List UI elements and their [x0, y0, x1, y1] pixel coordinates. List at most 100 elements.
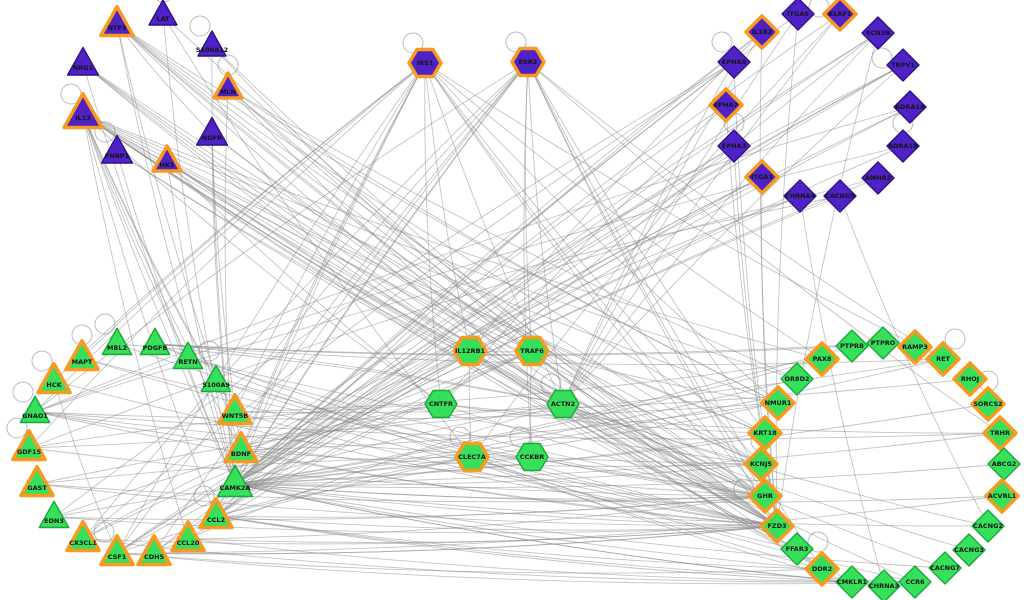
edge-CSF1-CCR6 [116, 552, 916, 585]
node-EPHA3[interactable]: EPHA3 [717, 129, 751, 163]
node-CACNG7[interactable]: CACNG7 [928, 551, 962, 585]
edge-CHRNA4-BDNF [240, 195, 801, 451]
self-loop-CX3CL1 [93, 521, 115, 543]
node-ABCG2[interactable]: ABCG2 [987, 447, 1021, 481]
edge-IL12RB1-FFAR3 [469, 350, 798, 550]
edge-TRPV1-BDNF [240, 64, 904, 451]
node-CCR6[interactable]: CCR6 [898, 565, 932, 599]
node-NGFR[interactable]: NGFR [195, 116, 229, 146]
node-AMHR2[interactable]: AMHR2 [861, 161, 895, 195]
node-ITGA3[interactable]: ITGA3 [744, 159, 780, 195]
node-IL13[interactable]: IL13 [62, 92, 104, 130]
node-NTF3[interactable]: NTF3 [99, 5, 135, 38]
node-shape-diamond [952, 533, 986, 567]
edge-IRS1-RET [424, 62, 944, 360]
edge-EPHA7-CAMK2A [234, 104, 727, 485]
node-GAST[interactable]: GAST [19, 465, 55, 498]
edge-EPHA8-ACTN2 [562, 61, 735, 405]
node-CMKLR1[interactable]: CMKLR1 [835, 565, 869, 599]
edge-S100A9-FZD3 [215, 380, 778, 527]
edge-ESR2-CCKBR [523, 61, 533, 458]
edge-SCN3B-CNTFR [440, 32, 879, 405]
node-NRG1[interactable]: NRG1 [66, 46, 100, 76]
edge-ITGA8-FZD3 [775, 13, 799, 527]
node-OR8D2[interactable]: OR8D2 [780, 362, 814, 396]
node-CNTFR[interactable]: CNTFR [424, 389, 458, 419]
node-CCKBR[interactable]: CCKBR [515, 442, 549, 472]
node-ACVRL1[interactable]: ACVRL1 [984, 478, 1020, 514]
edge-EDN3-GHR [53, 495, 766, 521]
edge-ESR2-CDH5 [153, 61, 529, 554]
node-CACNG2[interactable]: CACNG2 [971, 509, 1005, 543]
edge-CCL20-GHR [187, 495, 766, 540]
node-ACTN2[interactable]: ACTN2 [546, 389, 580, 419]
edge-ACTN2-CDH5 [153, 403, 564, 554]
node-EPHA8[interactable]: EPHA8 [717, 45, 751, 79]
node-CLEC7A[interactable]: CLEC7A [454, 441, 490, 473]
self-loop-FNBP1 [94, 121, 116, 143]
node-ADRA1A[interactable]: ADRA1A [893, 90, 927, 124]
edge-CACNG5-CAMK2A [234, 195, 841, 485]
node-TRHR[interactable]: TRHR [982, 415, 1018, 451]
node-PDGFB[interactable]: PDGFB [139, 327, 171, 356]
node-MLN[interactable]: MLN [212, 71, 244, 100]
node-SORCS2[interactable]: SORCS2 [970, 386, 1006, 422]
node-shape-diamond [823, 179, 857, 213]
edge-CAMK2A-KCNJ5 [234, 463, 762, 486]
self-loop-HCK [31, 350, 53, 372]
edge-ACTN2-PDGFB [154, 343, 564, 405]
node-IRS1[interactable]: IRS1 [407, 47, 443, 79]
edge-S100A9-GHR [215, 380, 766, 497]
node-shape-hex [515, 442, 549, 472]
edge-ADRA1A-CCL2 [215, 106, 911, 517]
edge-FNBP1-ACTN2 [116, 151, 564, 405]
edge-ACTN2-KCNJ5 [562, 403, 762, 465]
node-S100A12[interactable]: S100A12 [196, 30, 228, 57]
edge-AMHR2-GDF15 [28, 177, 879, 449]
node-RHOJ[interactable]: RHOJ [952, 361, 988, 397]
edge-CLEC7A-CSF1 [116, 456, 473, 554]
node-shape-diamond [867, 569, 901, 600]
node-LAT[interactable]: LAT [148, 0, 178, 26]
edge-TRAF6-CSF1 [116, 350, 533, 554]
node-CACNG3[interactable]: CACNG3 [952, 533, 986, 567]
node-CDH5[interactable]: CDH5 [136, 534, 172, 567]
node-shape-triangle [217, 393, 253, 426]
node-shape-triangle [198, 497, 234, 530]
edge-ESR2-BDNF [240, 61, 529, 451]
edge-ESR2-TRHR [527, 61, 1001, 434]
node-shape-diamond [717, 45, 751, 79]
edge-EPHA8-CX3CL1 [82, 61, 735, 540]
node-CHRNA4[interactable]: CHRNA4 [783, 179, 817, 213]
node-shape-diamond [861, 16, 895, 50]
node-GNAO1[interactable]: GNAO1 [19, 395, 51, 424]
edge-GAST-GHR [36, 483, 766, 503]
node-shape-diamond [886, 129, 920, 163]
node-EDN3[interactable]: EDN3 [38, 500, 70, 529]
node-shape-triangle [148, 0, 178, 26]
node-TRAF6[interactable]: TRAF6 [514, 335, 550, 367]
edge-CACNG5-CACNG2 [839, 195, 989, 527]
node-shape-triangle [195, 116, 229, 146]
node-EPHA7[interactable]: EPHA7 [708, 87, 744, 123]
node-shape-triangle [136, 534, 172, 567]
edge-IL13-DDR2 [82, 113, 823, 570]
node-ESR2[interactable]: ESR2 [510, 46, 546, 78]
edge-IRS1-HCK [53, 62, 426, 382]
node-IL12RB1[interactable]: IL12RB1 [452, 335, 488, 367]
node-PTPRO[interactable]: PTPRO [866, 326, 900, 360]
node-TRPV1[interactable]: TRPV1 [886, 48, 920, 82]
node-shape-triangle [197, 30, 227, 57]
node-CHRNA3[interactable]: CHRNA3 [867, 569, 901, 600]
edge-ACTN2-GHR [562, 403, 766, 497]
node-shape-hex [407, 47, 443, 79]
edge-EDN3-FZD3 [53, 516, 778, 534]
node-shape-diamond [861, 161, 895, 195]
node-shape-triangle [101, 327, 133, 356]
edge-LAT-CLEC7A [162, 14, 473, 458]
node-ADRA1B[interactable]: ADRA1B [886, 129, 920, 163]
node-MAPT[interactable]: MAPT [64, 339, 100, 372]
node-shape-diamond [760, 385, 796, 421]
